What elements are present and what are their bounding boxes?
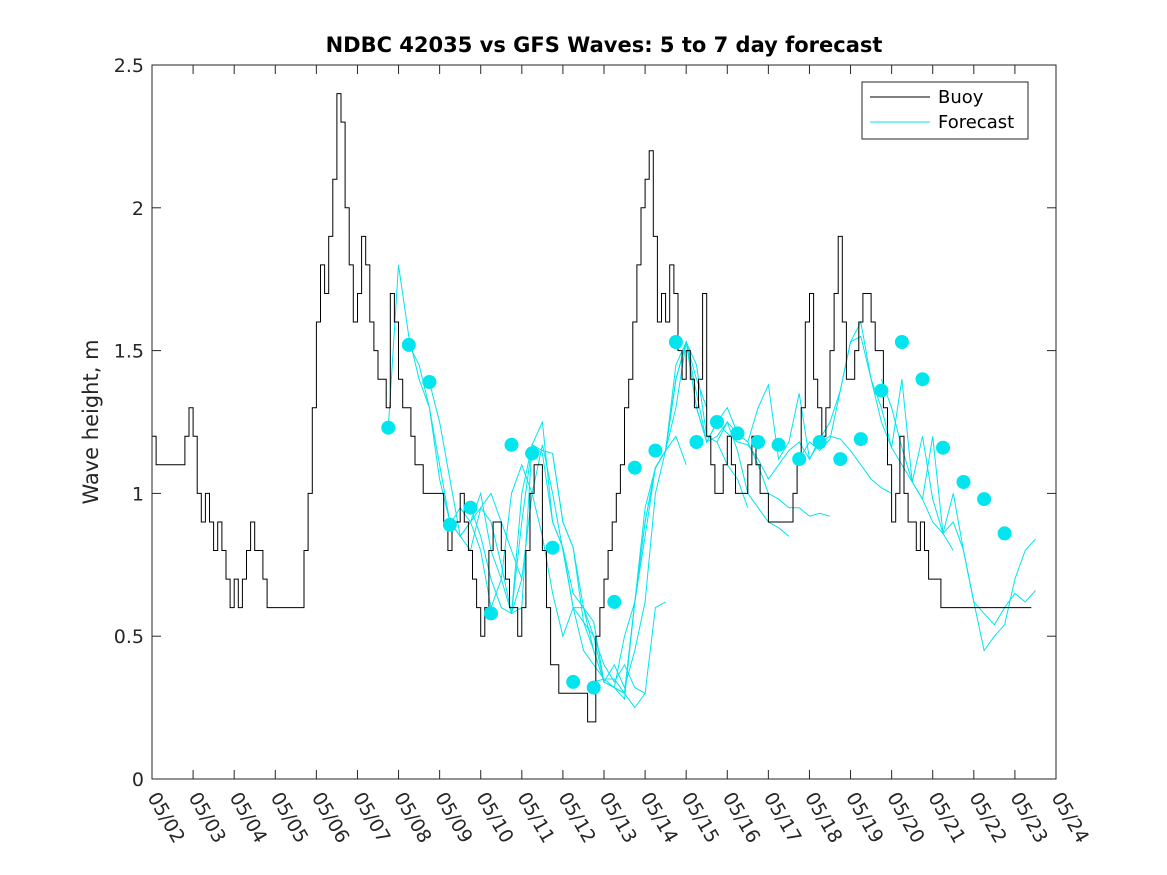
forecast-marker [956,475,971,489]
buoy-line [152,93,1032,723]
forecast-marker [730,426,745,441]
plot-area [152,65,1056,779]
y-axis-label: Wave height, m [79,339,103,504]
x-tick-label: 05/24 [1047,789,1093,847]
x-tick-label: 05/07 [348,789,394,847]
y-tick-label: 2 [132,198,144,220]
forecast-marker [689,435,704,449]
forecast-marker [710,415,724,429]
x-tick-label: 05/16 [718,789,764,847]
x-tick-label: 05/04 [225,789,271,847]
forecast-marker [545,540,560,555]
x-tick-label: 05/12 [554,789,600,847]
series-layer [152,93,1036,723]
legend-buoy-label: Buoy [938,87,984,108]
forecast-marker [936,440,950,455]
x-tick-label: 05/18 [800,789,846,847]
forecast-marker [463,500,478,515]
forecast-marker [586,680,601,695]
x-tick-label: 05/05 [266,789,312,847]
forecast-marker [997,526,1012,541]
y-tick-label: 1.5 [114,341,144,363]
forecast-marker [442,517,457,532]
legend: Buoy Forecast [861,81,1029,140]
forecast-marker [977,492,992,507]
y-tick-label: 0 [132,769,144,791]
forecast-marker [915,372,930,387]
forecast-marker [833,452,848,467]
forecast-marker [422,375,437,389]
legend-forecast-label: Forecast [938,112,1014,133]
x-tick-label: 05/06 [307,789,353,847]
forecast-marker [853,432,868,447]
x-tick-label: 05/08 [389,789,435,847]
forecast-marker [401,337,416,352]
x-tick-label: 05/22 [964,789,1010,847]
legend-box [861,81,1029,140]
y-tick-label: 1 [132,483,144,505]
forecast-marker [484,606,498,621]
x-tick-label: 05/20 [882,789,928,847]
x-tick-label: 05/17 [759,789,805,847]
forecast-marker [894,335,909,349]
x-tick-label: 05/02 [143,789,189,847]
chart-title: NDBC 42035 vs GFS Waves: 5 to 7 day fore… [326,33,883,57]
x-tick-label: 05/19 [841,789,887,847]
forecast-marker [381,420,396,435]
forecast-marker [607,594,622,609]
forecast-line-10 [798,320,1036,626]
forecast-marker [874,383,889,398]
forecast-marker [792,452,807,467]
forecast-marker [771,437,786,452]
x-tick-label: 05/10 [471,789,517,847]
x-tick-label: 05/09 [430,789,476,847]
forecast-marker [504,437,519,452]
y-tick-label: 2.5 [114,55,144,77]
x-tick-label: 05/13 [595,789,641,847]
forecast-marker [751,435,766,449]
x-tick-label: 05/14 [636,789,682,847]
forecast-marker [627,460,642,475]
forecast-marker [648,443,663,458]
x-tick-label: 05/11 [512,789,558,847]
forecast-line-11 [880,379,1036,652]
y-tick-label: 0.5 [114,626,144,648]
forecast-marker [668,335,683,349]
x-tick-label: 05/21 [923,789,969,847]
x-tick-label: 05/15 [677,789,723,847]
x-tick-label: 05/23 [1006,789,1052,847]
x-tick-label: 05/03 [184,789,230,847]
forecast-marker [812,435,827,449]
forecast-marker [566,674,581,689]
forecast-marker [525,446,540,461]
